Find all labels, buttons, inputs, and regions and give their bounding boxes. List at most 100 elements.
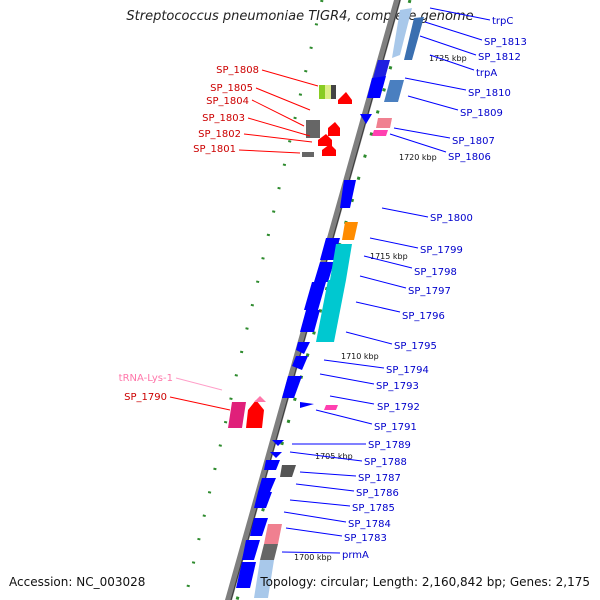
leader-line [289,499,351,507]
gene-block [373,60,390,78]
leader-line [169,396,231,411]
gene-block [325,85,331,99]
gene-label-right: SP_1800 [430,213,473,224]
gene-label-right: trpC [492,16,513,27]
gene-block [331,85,336,99]
gene-arrow [328,122,340,136]
gene-block [254,492,272,508]
gene-block [316,280,346,342]
gene-block [340,180,356,208]
kbp-label: 1720 kbp [399,153,437,162]
gene-block [282,376,302,398]
gene-block [324,405,338,410]
gene-label-right: SP_1783 [344,533,387,544]
gene-block [264,460,280,470]
gene-label-right: trpA [476,68,497,79]
leader-line [407,95,459,111]
gene-label-right: SP_1809 [460,108,503,119]
gene-label-right: SP_1810 [468,88,511,99]
gene-block [306,120,320,138]
leader-line [389,133,447,153]
leader-line [363,255,413,269]
gene-label-right: SP_1793 [376,381,419,392]
gene-label-right: SP_1786 [356,488,399,499]
trna-label: tRNA-Lys-1 [119,373,173,384]
gene-label-right: SP_1794 [386,365,429,376]
gene-label-right: SP_1798 [414,267,457,278]
gene-block [236,562,256,588]
gene-label-right: SP_1812 [478,52,521,63]
gene-block [404,17,424,60]
accession-label: Accession: NC_003028 [9,575,146,589]
leader-line [393,127,451,139]
gene-arrow [360,114,372,124]
gene-label-left: SP_1802 [198,129,241,140]
leader-line [175,377,223,391]
leader-line [429,7,491,21]
gene-block [314,262,334,282]
gene-arrow [300,402,314,408]
gene-block [260,544,278,560]
gene-block [228,402,246,428]
gene-label-left: SP_1803 [202,113,245,124]
gene-block [372,130,388,136]
leader-line [381,207,429,218]
gene-arrow [292,356,308,370]
gene-block [342,222,358,240]
gene-block [258,478,276,492]
gene-label-right: SP_1813 [484,37,527,48]
gene-arrow [270,452,282,458]
gene-arrow [338,92,352,104]
leader-line [281,551,341,554]
kbp-label: 1700 kbp [294,553,332,562]
leader-line [315,409,373,425]
leader-line [424,21,483,41]
gene-block [250,518,268,536]
leader-line [345,331,393,345]
gene-label-left: SP_1805 [210,83,253,94]
kbp-label: 1705 kbp [315,452,353,461]
gene-block [300,310,320,332]
gene-label-right: SP_1789 [368,440,411,451]
leader-line [251,99,305,127]
gene-block [304,282,326,310]
trna-marker [254,396,266,402]
kbp-label: 1715 kbp [370,252,408,261]
leader-line [419,35,477,56]
gene-block [242,540,260,560]
gene-arrow [318,134,332,146]
leader-line [369,237,419,249]
gene-arrow [272,440,284,446]
gene-label-left: SP_1808 [216,65,259,76]
gene-block [330,244,352,280]
gene-label-right: SP_1795 [394,341,437,352]
kbp-label: 1710 kbp [341,352,379,361]
leader-line [359,275,407,289]
gene-label-right: SP_1796 [402,311,445,322]
kbp-label: 1725 kbp [429,54,467,63]
leader-line [323,359,385,369]
leader-line [247,117,311,137]
gene-block [319,85,325,99]
gene-label-right: SP_1797 [408,286,451,297]
map-title: Streptococcus pneumoniae TIGR4, complete… [126,9,474,24]
gene-arrow [296,342,310,354]
leader-line [285,527,343,537]
left-gene-labels: SP_1808 SP_1805 SP_1804 SP_1803 SP_1802 … [119,65,319,411]
gene-block [264,524,282,544]
gene-label-right: SP_1791 [374,422,417,433]
reverse-genes [228,85,352,428]
gene-label-right: SP_1792 [377,402,420,413]
gene-label-left: SP_1790 [124,392,167,403]
gene-block [280,465,296,477]
gene-block [302,152,314,157]
forward-genes [236,8,424,598]
leader-line [404,77,467,91]
gene-block [392,8,412,58]
right-gene-labels: trpC SP_1813 SP_1812 trpA SP_1810 SP_180… [281,7,527,561]
gene-label-right: SP_1799 [420,245,463,256]
leader-line [299,471,357,477]
kbp-labels: 1725 kbp 1720 kbp 1715 kbp 1710 kbp 1705… [294,54,467,562]
gene-label-left: SP_1804 [206,96,249,107]
